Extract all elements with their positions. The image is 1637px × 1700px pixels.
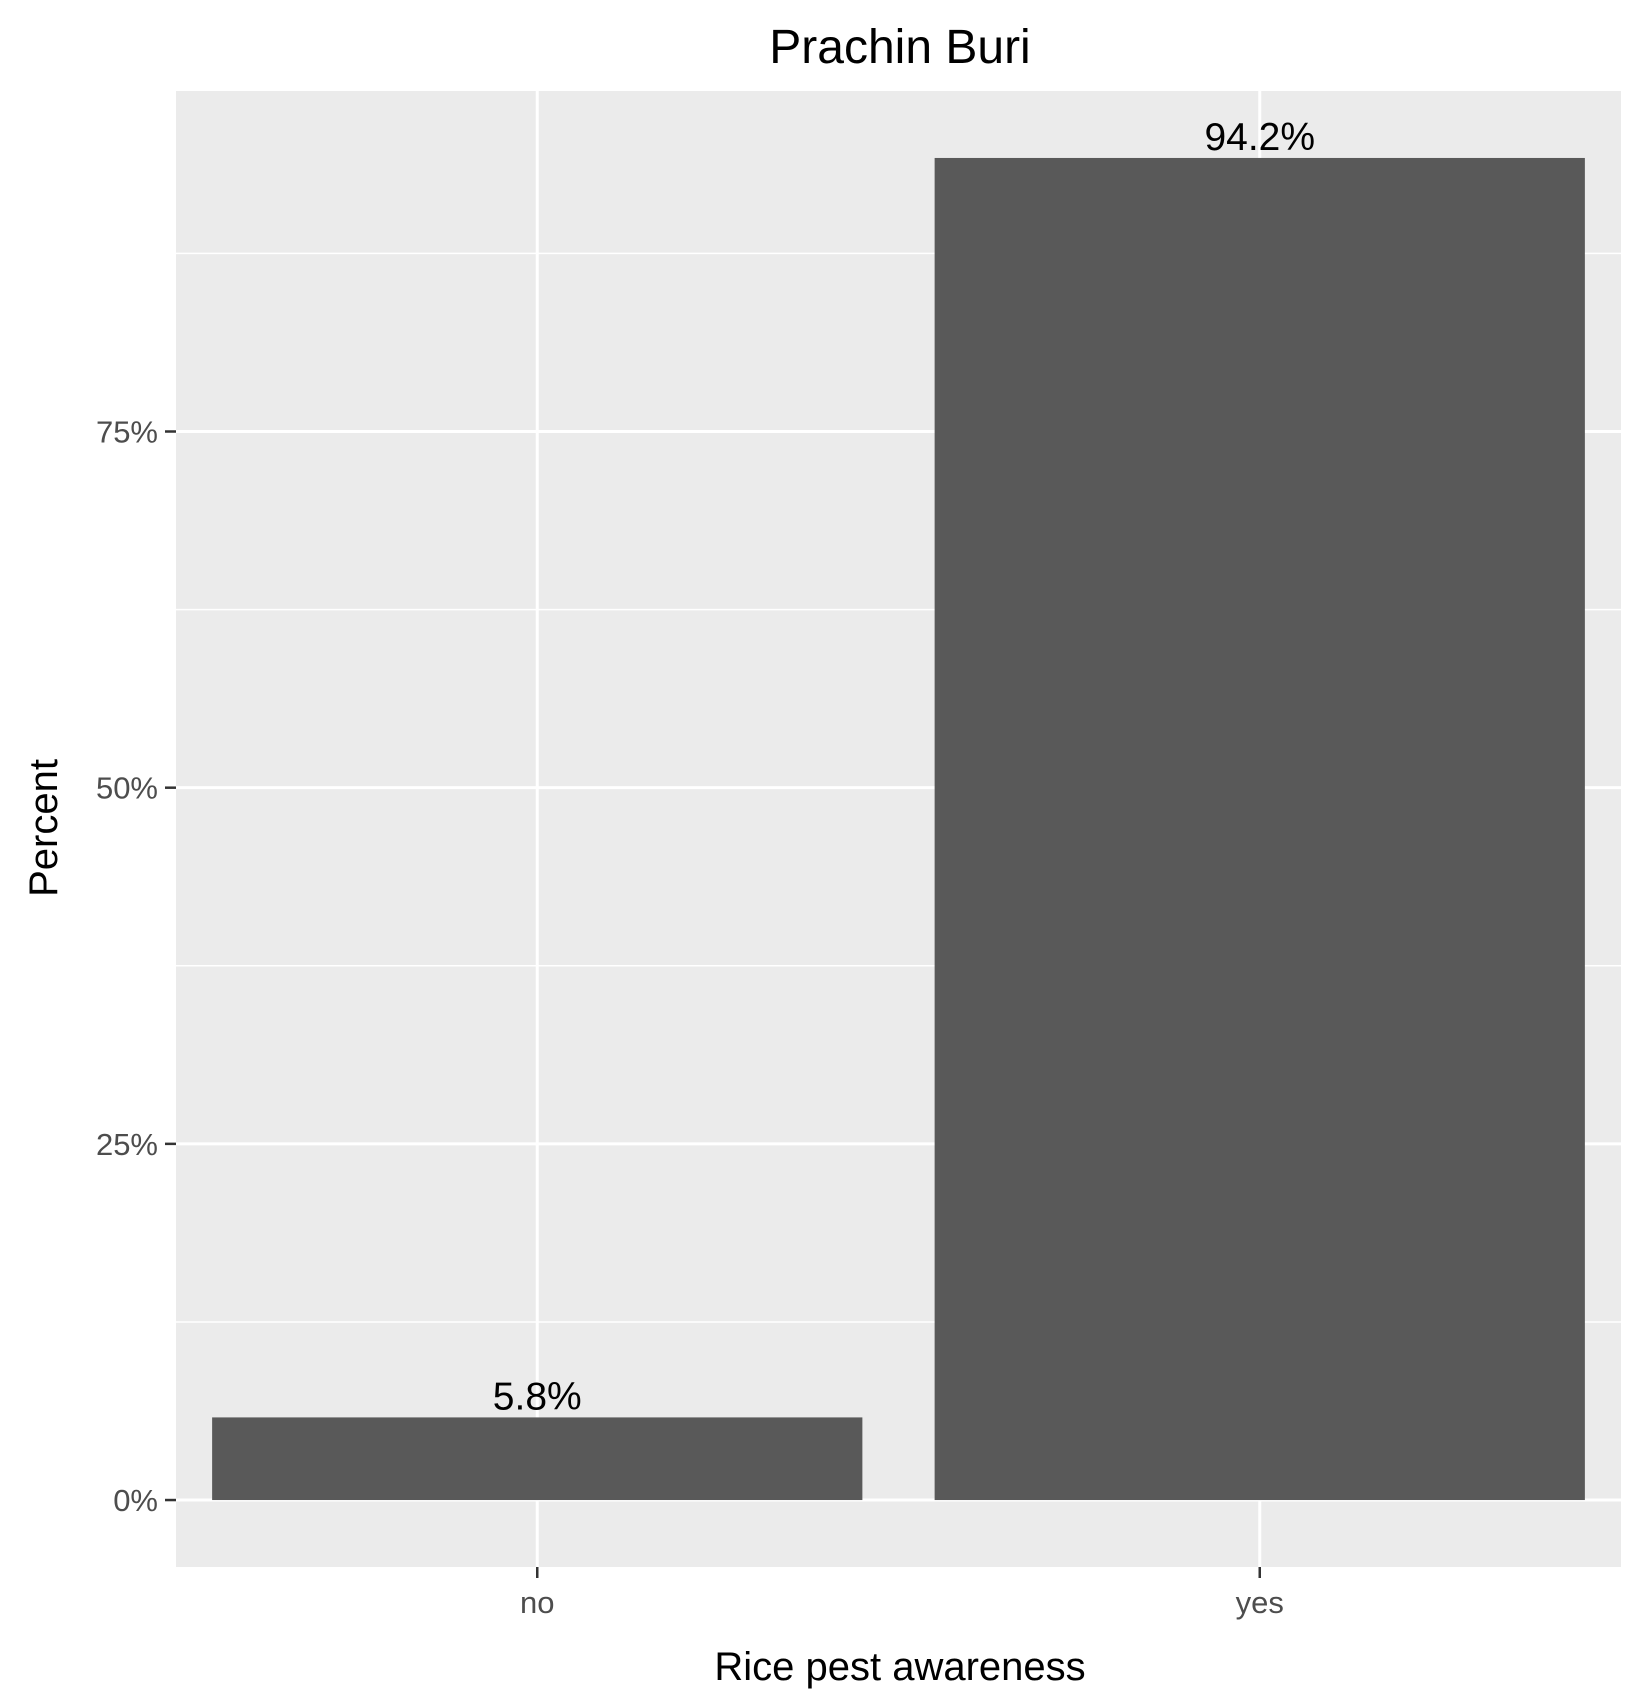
- bar-no: [212, 1417, 863, 1501]
- y-axis-title: Percent: [22, 759, 66, 897]
- y-tick-label: 0%: [113, 1483, 158, 1518]
- y-tick-label: 75%: [96, 415, 158, 450]
- y-axis: 0% 25% 50% 75%: [96, 415, 176, 1518]
- bar-yes: [934, 157, 1585, 1501]
- data-labels: 5.8% 94.2%: [493, 116, 1315, 1418]
- bars: [212, 157, 1585, 1501]
- chart-title: Prachin Buri: [769, 21, 1030, 74]
- y-tick-label: 50%: [96, 771, 158, 806]
- x-axis: no yes: [520, 1567, 1284, 1620]
- x-axis-title: Rice pest awareness: [714, 1645, 1085, 1689]
- y-tick-label: 25%: [96, 1127, 158, 1162]
- x-tick-label-yes: yes: [1236, 1585, 1284, 1620]
- x-tick-label-no: no: [520, 1585, 554, 1620]
- data-label-no: 5.8%: [493, 1375, 582, 1418]
- data-label-yes: 94.2%: [1204, 116, 1315, 159]
